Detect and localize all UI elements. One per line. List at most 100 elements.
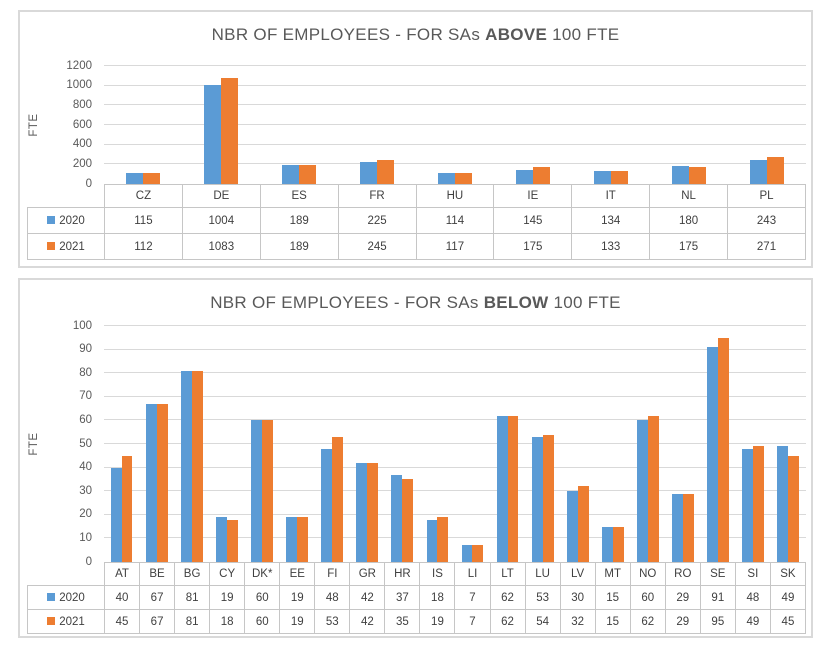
data-table: AT BE BG CY DK* EE FI GR HR IS LI LT LU LV MT NO RO SE SI S… [27, 562, 807, 634]
bar-group-DK [244, 326, 279, 562]
value-2020-RO: 29 [664, 585, 701, 610]
value-2021-SI: 49 [734, 609, 771, 634]
category-header-HU: HU [415, 184, 495, 208]
bar-2021-AT [121, 455, 133, 562]
category-header-SI: SI [734, 562, 771, 586]
bar-2020-SI [742, 448, 754, 562]
y-axis-tick-label-60: 60 [79, 413, 92, 426]
gridline-40 [104, 466, 806, 468]
table-header-row: CZ DE ES FR HU IE IT NL PL [28, 184, 806, 208]
bar-2020-BE [145, 403, 157, 562]
y-axis-tick-label-30: 30 [79, 484, 92, 497]
value-2021-DK: 60 [244, 609, 281, 634]
bar-group-RO [666, 326, 701, 562]
value-2021-GR: 42 [349, 609, 386, 634]
bar-2020-SK [777, 446, 789, 562]
bar-2021-BG [191, 370, 203, 562]
gridline-70 [104, 395, 806, 397]
value-2021-IT: 133 [571, 233, 651, 260]
bar-group-ES [260, 66, 338, 184]
bar-2020-EE [286, 517, 298, 562]
value-2021-LV: 32 [559, 609, 596, 634]
y-axis-tick-label-0: 0 [85, 555, 92, 568]
y-axis-tick-label-70: 70 [79, 390, 92, 403]
bar-2020-IE [515, 169, 533, 184]
value-2021-BG: 81 [174, 609, 211, 634]
y-axis-tick-label-1200: 1200 [66, 59, 92, 72]
bar-2020-DK [251, 420, 262, 562]
bar-2020-CY [215, 517, 227, 562]
category-header-CY: CY [209, 562, 246, 586]
y-axis-tick-label-400: 400 [72, 137, 92, 150]
bar-2021-IT [611, 170, 629, 184]
value-2020-FI: 48 [314, 585, 351, 610]
value-2021-BE: 67 [139, 609, 176, 634]
legend-key-2021: 2021 [27, 233, 105, 260]
bar-2021-ES [299, 165, 317, 184]
value-2020-AT: 40 [103, 585, 141, 610]
value-2020-SK: 49 [769, 585, 807, 610]
bar-2021-FR [377, 159, 395, 184]
category-header-LT: LT [489, 562, 526, 586]
bar-group-LT [490, 326, 525, 562]
y-axis-tick-label-100: 100 [72, 319, 92, 332]
table-row-2021: 2021 112 1083 189 245 117 175 133 175 271 [27, 233, 806, 260]
legend-swatch-icon-2020 [47, 215, 56, 224]
data-table: CZ DE ES FR HU IE IT NL PL 2020 115 1004 189 225 114 14… [27, 184, 806, 260]
gridline-60 [104, 419, 806, 421]
bar-2020-ES [281, 165, 299, 184]
bar-2020-LU [531, 436, 543, 562]
chart-title-suffix: 100 FTE [552, 25, 620, 44]
value-2021-LI: 7 [454, 609, 491, 634]
category-header-IT: IT [571, 184, 651, 208]
value-2020-IT: 134 [571, 207, 651, 234]
value-2020-DE: 1004 [181, 207, 261, 234]
gridline-1200 [104, 65, 806, 66]
y-axis-tick-label-200: 200 [72, 157, 92, 170]
table-corner-cell [28, 185, 105, 208]
bar-2020-RO [672, 493, 684, 562]
category-header-EE: EE [279, 562, 316, 586]
bar-2021-GR [367, 462, 379, 562]
category-header-CZ: CZ [104, 184, 183, 208]
bar-2020-HR [391, 474, 403, 562]
plot-area [104, 65, 806, 184]
value-2020-CY: 19 [209, 585, 246, 610]
gridline-100 [104, 325, 806, 326]
value-2020-HU: 114 [415, 207, 495, 234]
gridline-80 [104, 372, 806, 374]
value-2020-BE: 67 [139, 585, 176, 610]
chart-body: FTE 0 10 20 30 40 50 60 70 80 90 100 [20, 320, 811, 567]
gridline-400 [104, 143, 806, 145]
category-header-BG: BG [174, 562, 211, 586]
value-2020-LT: 62 [489, 585, 526, 610]
value-2021-SK: 45 [769, 609, 807, 634]
bar-2020-IT [593, 170, 611, 184]
chart-title-prefix: NBR OF EMPLOYEES - FOR SAs [210, 293, 479, 312]
legend-label-2021: 2021 [59, 240, 85, 253]
y-axis-tick-label-10: 10 [79, 531, 92, 544]
legend-label-2020: 2020 [59, 591, 85, 604]
bar-group-LU [525, 326, 560, 562]
bar-2020-GR [356, 462, 368, 562]
bar-2021-LU [542, 434, 554, 562]
category-header-IE: IE [493, 184, 573, 208]
category-header-FI: FI [314, 562, 351, 586]
bar-2020-NL [671, 166, 689, 184]
value-2021-CY: 18 [209, 609, 246, 634]
gridline-800 [104, 104, 806, 106]
value-2020-DK: 60 [244, 585, 281, 610]
value-2021-IS: 19 [419, 609, 456, 634]
value-2021-DE: 1083 [181, 233, 261, 260]
category-header-GR: GR [349, 562, 386, 586]
bar-group-IT [572, 66, 650, 184]
bar-group-IS [420, 326, 455, 562]
bar-2020-LT [496, 415, 508, 562]
category-header-AT: AT [103, 562, 141, 586]
value-2020-CZ: 115 [104, 207, 183, 234]
y-axis-tick-label-20: 20 [79, 508, 92, 521]
bar-2020-MT [601, 526, 613, 562]
category-header-MT: MT [594, 562, 631, 586]
bar-group-NL [650, 66, 728, 184]
y-axis-tick-label-90: 90 [79, 342, 92, 355]
